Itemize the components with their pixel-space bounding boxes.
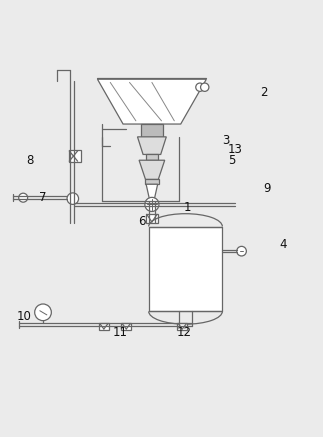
Text: 3: 3 <box>222 134 229 146</box>
Bar <box>68 150 81 162</box>
Bar <box>99 323 109 329</box>
Text: 10: 10 <box>16 310 31 323</box>
Polygon shape <box>138 137 166 154</box>
Bar <box>149 226 222 312</box>
Circle shape <box>145 198 159 212</box>
Polygon shape <box>98 79 206 124</box>
Polygon shape <box>139 160 165 180</box>
Text: 13: 13 <box>228 143 243 156</box>
Bar <box>145 180 159 184</box>
Polygon shape <box>146 184 158 199</box>
Text: 9: 9 <box>264 182 271 194</box>
Circle shape <box>201 83 209 91</box>
Text: 6: 6 <box>139 215 146 228</box>
Circle shape <box>237 246 246 256</box>
Bar <box>141 124 163 137</box>
Text: 7: 7 <box>39 191 47 204</box>
Circle shape <box>35 304 51 321</box>
Bar <box>146 214 158 223</box>
Text: 2: 2 <box>260 86 268 98</box>
Text: 4: 4 <box>279 238 287 250</box>
Text: 8: 8 <box>26 154 34 167</box>
Bar <box>148 199 156 206</box>
Circle shape <box>196 83 204 91</box>
Circle shape <box>19 193 28 202</box>
Text: 1: 1 <box>183 201 191 214</box>
Bar <box>177 323 187 329</box>
Text: 5: 5 <box>228 154 236 167</box>
Text: 11: 11 <box>112 326 127 339</box>
Bar <box>146 154 158 160</box>
Bar <box>121 323 131 329</box>
Text: 12: 12 <box>176 326 192 339</box>
Circle shape <box>67 193 78 205</box>
